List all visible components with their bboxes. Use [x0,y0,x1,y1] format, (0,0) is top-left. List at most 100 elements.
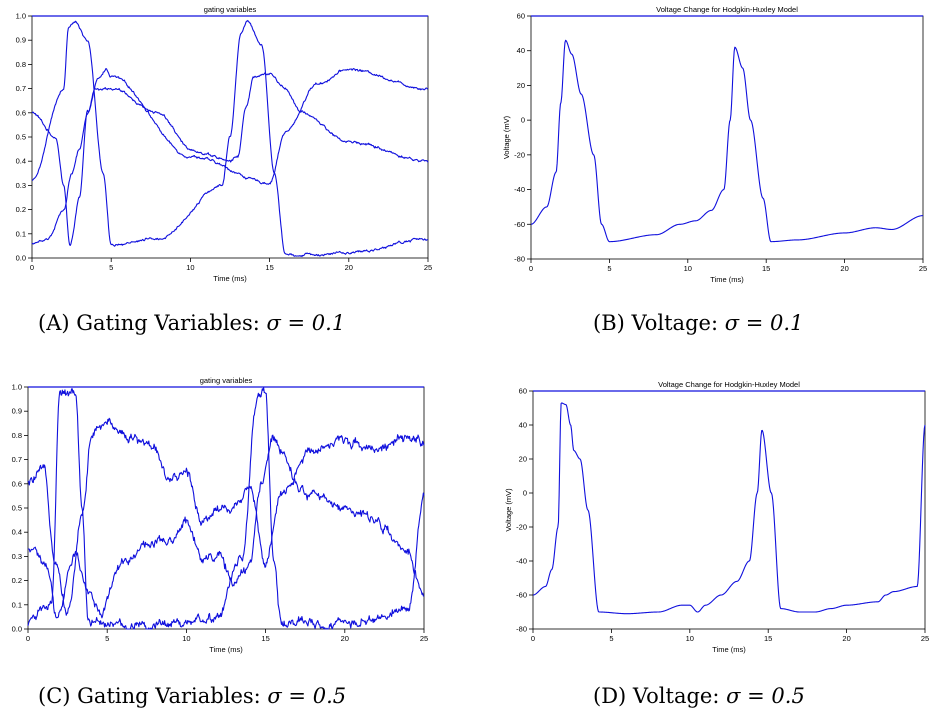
caption-a: (A) Gating Variables: σ = 0.1 [38,311,345,335]
x-tick-label: 15 [265,263,273,272]
y-tick-label: -40 [514,185,525,194]
caption-c-text: Gating Variables: [77,684,261,708]
voltage-chart-d: Voltage Change for Hodgkin-Huxley Model 0… [495,368,935,654]
y-tick-label: 0 [521,116,525,125]
y-tick-label: -20 [516,523,527,532]
caption-d-label: (D) [593,684,627,708]
x-tick-label: 5 [109,263,113,272]
caption-c-sigma: σ = 0.5 [267,684,347,708]
x-tick-label: 5 [609,634,613,643]
x-axis-label: Time (ms) [213,274,247,283]
y-tick-label: -60 [516,591,527,600]
y-tick-label: -80 [514,255,525,264]
x-tick-label: 15 [762,264,770,273]
series-line-3 [31,19,429,258]
caption-b-label: (B) [593,311,625,335]
x-tick-label: 20 [345,263,353,272]
x-tick-label: 20 [341,634,349,643]
y-tick-label: 1.0 [12,383,22,392]
x-tick-label: 10 [686,634,694,643]
voltage-chart-b-svg: Voltage Change for Hodgkin-Huxley Model 0… [502,5,927,284]
x-axis-label: Time (ms) [712,645,746,654]
y-tick-label: 40 [517,46,525,55]
x-tick-label: 0 [529,264,533,273]
caption-c: (C) Gating Variables: σ = 0.5 [38,684,346,708]
caption-b: (B) Voltage: σ = 0.1 [593,311,803,335]
y-tick-label: 0.0 [12,625,22,634]
y-tick-label: -80 [516,625,527,634]
series-line-1 [532,402,926,615]
y-tick-label: 0.1 [12,600,22,609]
voltage-chart-d-svg: Voltage Change for Hodgkin-Huxley Model 0… [504,380,929,654]
voltage-chart-b: Voltage Change for Hodgkin-Huxley Model 0… [495,0,935,284]
y-tick-label: 0.3 [12,552,22,561]
series-line-1 [530,39,924,243]
y-tick-label: 0.9 [12,407,22,416]
caption-a-label: (A) [38,311,70,335]
y-axis-label: Voltage (mV) [504,488,513,532]
x-tick-label: 25 [420,634,428,643]
y-tick-label: 0.5 [16,133,26,142]
x-tick-label: 15 [261,634,269,643]
chart-title: Voltage Change for Hodgkin-Huxley Model [658,380,800,389]
caption-d-text: Voltage: [632,684,720,708]
x-tick-label: 25 [921,634,929,643]
y-tick-label: 0.2 [12,576,22,585]
y-tick-label: -60 [514,220,525,229]
x-tick-label: 20 [842,634,850,643]
chart-title: Voltage Change for Hodgkin-Huxley Model [656,5,798,14]
y-tick-label: 0.9 [16,36,26,45]
y-tick-label: 60 [517,12,525,21]
x-tick-label: 10 [684,264,692,273]
y-tick-label: 0 [523,489,527,498]
caption-d: (D) Voltage: σ = 0.5 [593,684,805,708]
y-tick-label: 0.1 [16,229,26,238]
caption-a-sigma: σ = 0.1 [266,311,346,335]
caption-b-text: Voltage: [631,311,719,335]
gating-chart-c: gating variables 0 5 10 15 20 25 0.0 0.1 0.2 0.3 0.… [0,368,440,654]
y-tick-label: 0.6 [16,108,26,117]
caption-a-text: Gating Variables: [76,311,260,335]
series-line-2 [31,72,429,245]
caption-b-sigma: σ = 0.1 [724,311,804,335]
x-tick-label: 0 [26,634,30,643]
x-tick-label: 10 [186,263,194,272]
y-tick-label: 1.0 [16,12,26,21]
x-tick-label: 0 [30,263,34,272]
y-tick-label: 0.2 [16,205,26,214]
y-tick-label: 0.6 [12,479,22,488]
y-tick-label: 0.7 [12,455,22,464]
gating-chart-a-svg: gating variables 0 5 10 15 20 25 0.0 0.1 0.2 0.3 0.… [16,5,433,283]
x-tick-label: 15 [764,634,772,643]
x-tick-label: 5 [105,634,109,643]
y-tick-label: 0.3 [16,181,26,190]
y-tick-label: -40 [516,557,527,566]
y-tick-label: 0.8 [12,431,22,440]
y-tick-label: 0.4 [12,528,22,537]
caption-c-label: (C) [38,684,71,708]
plot-frame [532,390,926,630]
chart-title: gating variables [204,5,257,14]
x-tick-label: 25 [919,264,927,273]
series-line-2 [27,434,425,619]
x-tick-label: 5 [607,264,611,273]
x-tick-label: 10 [182,634,190,643]
x-axis-label: Time (ms) [710,275,744,284]
chart-title: gating variables [200,376,253,385]
caption-d-sigma: σ = 0.5 [726,684,805,708]
series-line-3 [27,387,425,630]
x-tick-label: 0 [531,634,535,643]
y-tick-label: 20 [517,81,525,90]
y-axis-label: Voltage (mV) [502,115,511,159]
y-tick-label: 20 [519,455,527,464]
y-tick-label: 0.8 [16,60,26,69]
y-tick-label: 0.0 [16,254,26,263]
y-tick-label: 0.4 [16,157,26,166]
gating-chart-c-svg: gating variables 0 5 10 15 20 25 0.0 0.1 0.2 0.3 0.… [12,376,429,654]
y-tick-label: 60 [519,387,527,396]
x-axis-label: Time (ms) [209,645,243,654]
x-tick-label: 20 [840,264,848,273]
x-tick-label: 25 [424,263,432,272]
y-tick-label: 40 [519,421,527,430]
series-line-1 [31,67,429,246]
